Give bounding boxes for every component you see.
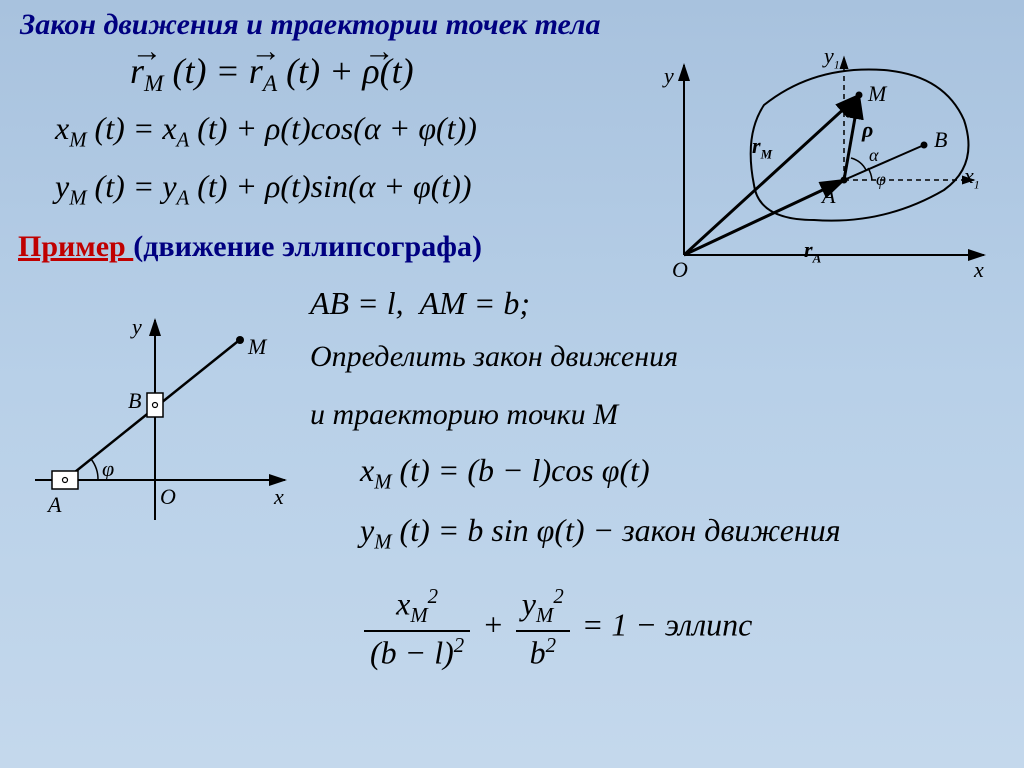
law-label: закон движения (622, 512, 840, 548)
d1-label-rM: rM (752, 133, 772, 162)
d2-label-phi: φ (102, 456, 114, 482)
equation-x-component: xM (t) = xA (t) + ρ(t)cos(α + φ(t)) (55, 110, 477, 152)
equation-given: AB = l, AM = b; (310, 285, 530, 322)
d1-label-x1: x1 (964, 163, 980, 192)
diagram-ellipsograph: O x y A B M φ (20, 310, 300, 540)
d1-label-A: A (822, 183, 835, 209)
d2-label-M: M (248, 334, 266, 360)
d1-label-y1: y1 (824, 43, 840, 72)
diagram-vectors: O x y x1 y1 A B M rM rA ρ α φ (644, 45, 1004, 295)
example-rest: (движение эллипсографа) (133, 230, 482, 263)
d1-label-B: B (934, 127, 947, 153)
task-description-line2: и траекторию точки M (310, 398, 618, 432)
equation-ym: yM (t) = b sin φ(t) − закон движения (360, 512, 841, 554)
equation-y-component: yM (t) = yA (t) + ρ(t)sin(α + φ(t)) (55, 168, 472, 210)
d1-label-rho: ρ (862, 117, 873, 143)
d2-label-y: y (132, 314, 142, 340)
slide-title: Закон движения и траектории точек тела (20, 8, 601, 42)
d1-label-x: x (974, 257, 984, 283)
d2-label-A: A (48, 492, 61, 518)
d2-label-x: x (274, 484, 284, 510)
ellipse-label: эллипс (665, 607, 752, 643)
equation-main-vector: rM (t) = rA (t) + ρ(t) (130, 50, 414, 98)
d1-label-alpha: α (869, 145, 878, 166)
equation-ellipse: xM2 (b − l)2 + yM2 b2 = 1 − эллипс (360, 585, 752, 672)
d2-label-B: B (128, 388, 141, 414)
equation-xm: xM (t) = (b − l)cos φ(t) (360, 452, 650, 494)
d1-label-rA: rA (804, 237, 821, 266)
d1-label-O: O (672, 257, 688, 283)
d1-label-M: M (868, 81, 886, 107)
example-word: Пример (18, 230, 133, 263)
example-heading: Пример (движение эллипсографа) (18, 230, 482, 264)
task-description-line1: Определить закон движения (310, 340, 678, 374)
d1-label-y: y (664, 63, 674, 89)
d2-label-O: O (160, 484, 176, 510)
d1-label-phi: φ (876, 169, 886, 190)
